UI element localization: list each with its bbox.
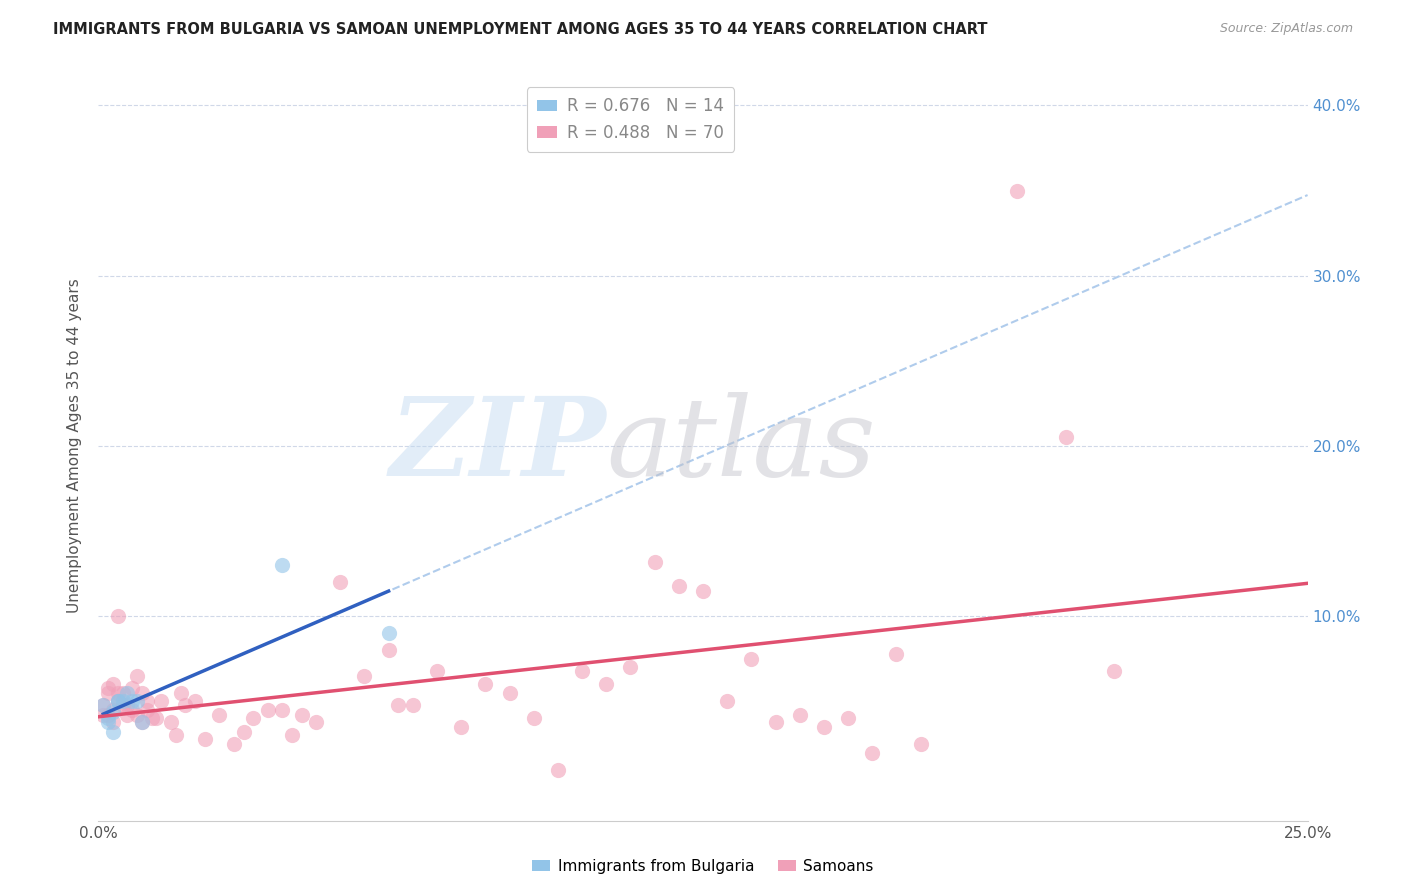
Point [101,703,124,717]
Point [387,698,409,712]
Point [97,708,120,723]
Point [107,694,129,708]
Point [523,711,546,725]
Point [208,708,231,723]
Point [91,698,114,712]
Point [619,660,641,674]
Point [111,698,134,712]
Point [121,681,143,695]
Point [474,677,496,691]
Point [837,711,859,725]
Point [101,725,124,739]
Point [107,609,129,624]
Point [1102,664,1125,678]
Point [97,681,120,695]
Point [402,698,425,712]
Point [1007,184,1029,198]
Point [1054,430,1077,444]
Point [169,686,191,700]
Point [101,677,124,691]
Point [571,664,593,678]
Point [111,694,134,708]
Point [271,558,294,573]
Point [194,731,217,746]
Text: IMMIGRANTS FROM BULGARIA VS SAMOAN UNEMPLOYMENT AMONG AGES 35 TO 44 YEARS CORREL: IMMIGRANTS FROM BULGARIA VS SAMOAN UNEMP… [53,22,988,37]
Point [450,720,472,734]
Point [150,694,173,708]
Point [141,711,163,725]
Point [547,763,569,777]
Point [107,694,129,708]
Point [377,626,399,640]
Point [242,711,264,725]
Text: atlas: atlas [606,392,876,500]
Point [426,664,449,678]
Point [107,694,129,708]
Point [595,677,617,691]
Point [165,729,187,743]
Point [127,708,149,723]
Point [377,643,399,657]
Point [117,686,139,700]
Point [131,714,153,729]
Point [886,647,908,661]
Point [281,729,304,743]
Point [222,737,245,751]
Point [290,708,312,723]
Point [111,686,134,700]
Point [101,705,124,719]
Point [765,714,787,729]
Point [145,711,167,725]
Point [353,669,375,683]
Point [740,652,762,666]
Point [498,686,520,700]
Point [305,714,328,729]
Point [97,711,120,725]
Point [271,703,294,717]
Point [174,698,197,712]
Point [135,703,157,717]
Point [121,703,143,717]
Point [692,583,714,598]
Point [91,698,114,712]
Point [232,725,254,739]
Point [135,694,157,708]
Point [860,746,883,760]
Point [131,686,153,700]
Point [127,669,149,683]
Point [329,575,352,590]
Point [117,698,139,712]
Point [668,579,690,593]
Point [256,703,278,717]
Point [97,714,120,729]
Point [127,694,149,708]
Point [101,714,124,729]
Point [117,708,139,723]
Point [121,694,143,708]
Text: Source: ZipAtlas.com: Source: ZipAtlas.com [1219,22,1353,36]
Point [184,694,207,708]
Point [131,714,153,729]
Point [97,686,120,700]
Point [107,686,129,700]
Y-axis label: Unemployment Among Ages 35 to 44 years: Unemployment Among Ages 35 to 44 years [67,278,83,614]
Point [716,694,738,708]
Point [91,708,114,723]
Legend: Immigrants from Bulgaria, Samoans: Immigrants from Bulgaria, Samoans [526,853,880,880]
Point [644,555,666,569]
Point [910,737,932,751]
Point [160,714,183,729]
Point [813,720,835,734]
Legend: R = 0.676   N = 14, R = 0.488   N = 70: R = 0.676 N = 14, R = 0.488 N = 70 [527,87,734,152]
Text: ZIP: ZIP [389,392,606,500]
Point [789,708,811,723]
